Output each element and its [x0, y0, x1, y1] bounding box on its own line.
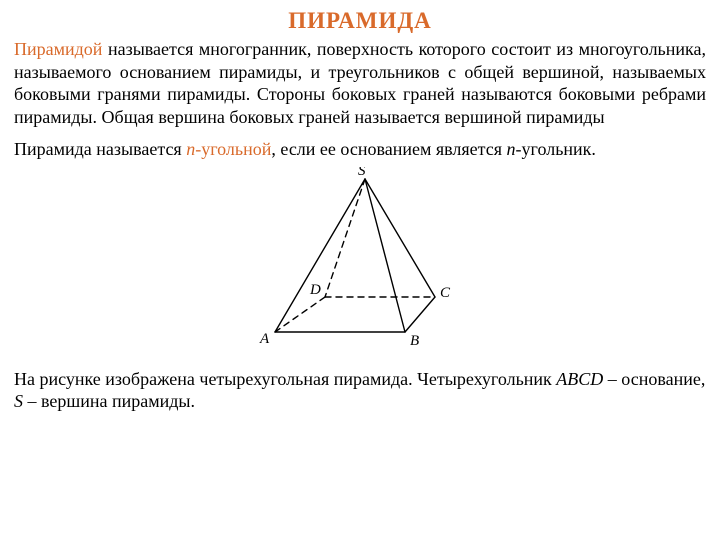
caption-text-a: На рисунке изображена четырехугольная пи… — [14, 369, 556, 389]
term-ngon: n-угольной — [186, 139, 271, 159]
figure-caption: На рисунке изображена четырехугольная пи… — [14, 368, 706, 413]
caption-text-c: – вершина пирамиды. — [23, 391, 195, 411]
ngon-text-a: Пирамида называется — [14, 139, 186, 159]
term-pyramid: Пирамидой — [14, 39, 102, 59]
pyramid-diagram: S A B C D — [240, 167, 480, 357]
page-title: ПИРАМИДА — [14, 8, 706, 34]
edge-solid — [365, 179, 405, 332]
edge-solid — [365, 179, 435, 297]
definition-text: называется многогранник, поверхность кот… — [14, 39, 706, 127]
vertex-label-A: A — [259, 331, 270, 347]
caption-text-b: – основание, — [603, 369, 705, 389]
ngon-n2: n — [507, 139, 516, 159]
page-root: ПИРАМИДА Пирамидой называется многогранн… — [0, 0, 720, 413]
ngon-text-b: , если ее основанием является — [271, 139, 506, 159]
figure-wrapper: S A B C D — [14, 167, 706, 362]
vertex-label-D: D — [309, 282, 321, 298]
vertex-label-B: B — [410, 333, 419, 349]
ngon-text-c: -угольник. — [516, 139, 596, 159]
term-ngon-rest: -угольной — [195, 139, 271, 159]
vertex-label-S: S — [358, 167, 366, 179]
edge-dashed — [275, 297, 325, 332]
ngon-paragraph: Пирамида называется n-угольной, если ее … — [14, 138, 706, 161]
definition-paragraph: Пирамидой называется многогранник, повер… — [14, 38, 706, 128]
caption-abcd: ABCD — [556, 369, 603, 389]
term-ngon-n: n — [186, 139, 195, 159]
edge-solid — [405, 297, 435, 332]
edge-solid — [275, 179, 365, 332]
vertex-label-C: C — [440, 285, 451, 301]
caption-s: S — [14, 391, 23, 411]
